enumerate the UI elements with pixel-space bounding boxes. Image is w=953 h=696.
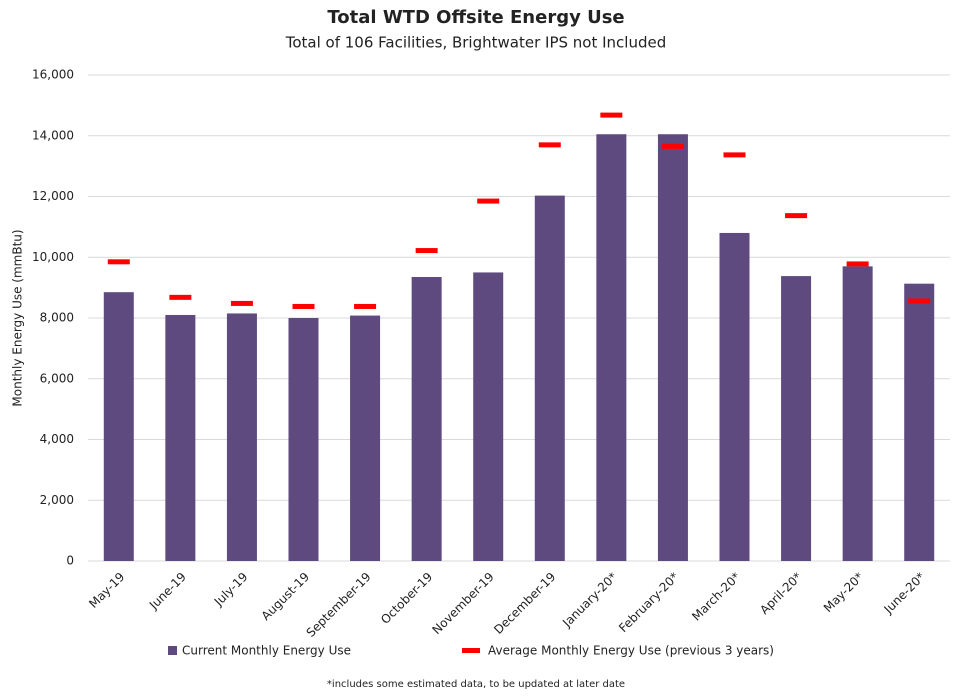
average-marker [107, 259, 130, 265]
x-tick-label: June-19 [146, 570, 189, 613]
y-tick-label: 6,000 [40, 371, 74, 385]
average-marker [908, 298, 931, 304]
average-marker [600, 112, 623, 118]
average-marker [477, 198, 500, 204]
y-tick-label: 2,000 [40, 493, 74, 507]
bar [473, 272, 504, 561]
bar [657, 134, 688, 561]
x-tick-label: February-20* [616, 570, 681, 635]
x-tick-label: September-19 [304, 570, 374, 640]
bar [411, 276, 442, 561]
bar [904, 283, 935, 561]
average-marker [354, 303, 377, 309]
average-marker [846, 261, 869, 267]
x-tick-label: June-20* [881, 570, 928, 617]
average-marker [169, 294, 192, 300]
bar [165, 314, 196, 561]
bar [534, 195, 565, 561]
bar [226, 313, 257, 561]
legend-label: Current Monthly Energy Use [182, 644, 351, 658]
y-tick-label: 8,000 [40, 311, 74, 325]
y-tick-label: 10,000 [32, 250, 74, 264]
legend-label: Average Monthly Energy Use (previous 3 y… [488, 644, 774, 658]
bar [781, 276, 812, 561]
bar [596, 134, 627, 561]
x-tick-label: May-20* [821, 570, 866, 615]
average-marker [723, 152, 746, 158]
average-marker [785, 213, 808, 219]
bar [350, 315, 381, 561]
x-tick-label: October-19 [378, 570, 435, 627]
average-marker [661, 143, 684, 149]
bar [103, 292, 134, 561]
chart-subtitle: Total of 106 Facilities, Brightwater IPS… [285, 34, 667, 52]
average-marker [538, 142, 561, 148]
footnote: *includes some estimated data, to be upd… [327, 679, 625, 690]
chart-title: Total WTD Offsite Energy Use [327, 7, 624, 28]
legend-swatch [168, 646, 177, 655]
x-tick-label: December-19 [491, 570, 558, 637]
x-tick-label: March-20* [689, 570, 743, 624]
x-tick-label: November-19 [429, 570, 496, 637]
y-tick-label: 14,000 [32, 128, 74, 142]
y-tick-label: 16,000 [32, 68, 74, 82]
average-marker [415, 248, 438, 254]
average-marker [292, 303, 315, 309]
x-tick-label: May-19 [86, 570, 127, 611]
x-tick-label: April-20* [757, 570, 804, 617]
average-marker [230, 300, 253, 306]
bar [842, 266, 873, 561]
y-axis-label: Monthly Energy Use (mmBtu) [11, 229, 25, 406]
bar [719, 232, 750, 561]
y-tick-label: 0 [66, 554, 74, 568]
y-tick-label: 12,000 [32, 189, 74, 203]
x-tick-label: July-19 [211, 570, 251, 610]
x-tick-label: August-19 [259, 570, 312, 623]
x-tick-label: January-20* [559, 570, 620, 631]
legend-swatch [462, 648, 480, 653]
y-tick-label: 4,000 [40, 432, 74, 446]
bar [288, 318, 319, 561]
